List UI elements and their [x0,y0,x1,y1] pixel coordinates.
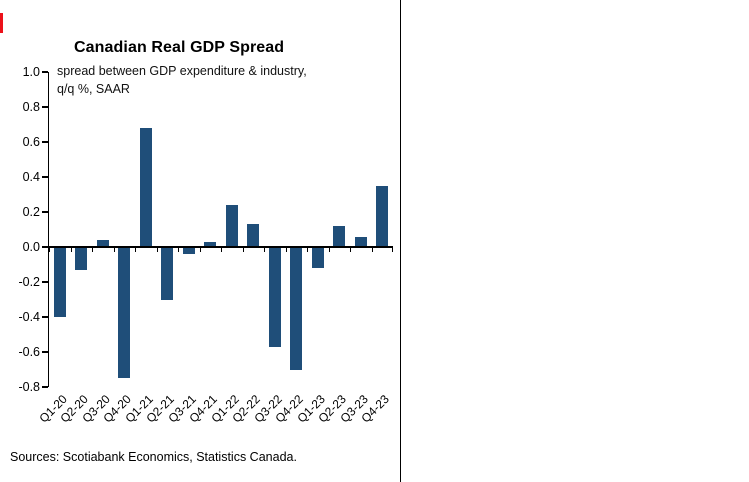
chart-title: Canadian Real GDP Spread [74,39,285,56]
x-axis-tick [392,247,393,252]
bar-q4-21 [204,241,217,247]
x-axis-tick [135,247,136,252]
chart-subtitle: spread between GDP expenditure & industr… [57,63,307,98]
y-axis-tick [41,386,48,388]
x-axis-tick [328,247,330,252]
y-axis-tick [41,316,48,318]
y-axis-label: 1.0 [22,65,40,79]
chart-subtitle-line2: q/q %, SAAR [57,81,130,96]
x-axis-tick [221,247,222,252]
bar-q1-20 [53,247,66,317]
bar-chart-plot-area: 1.0 0.8 0.6 0.4 0.2 0.0 -0.2 -0.4 -0.6 -0.8 Q1-20 Q… [18,65,393,425]
bar-q4-23 [376,185,389,247]
x-axis-tick [49,247,50,252]
x-axis-tick [350,247,351,252]
y-axis-label: -0.6 [18,345,40,359]
bar-q1-21 [139,128,152,247]
bar-q3-21 [182,247,195,254]
bar-q1-23 [311,247,324,268]
y-axis-tick [41,351,48,353]
x-axis-tick [156,247,158,252]
x-axis-tick [242,247,244,252]
zero-baseline [49,246,393,248]
bar-q4-22 [290,247,303,370]
y-axis-tick [41,211,48,213]
bar-q2-20 [75,247,88,270]
red-accent-rule [0,13,3,33]
x-axis-tick [264,247,265,252]
chart-subtitle-line1: spread between GDP expenditure & industr… [57,64,307,78]
source-attribution: Sources: Scotiabank Economics, Statistic… [10,450,297,464]
column-divider-line [400,0,401,482]
x-axis-tick [178,247,179,252]
y-axis-tick [41,71,48,73]
bar-q3-23 [354,236,367,247]
y-axis-tick [41,106,48,108]
bar-q3-22 [268,247,281,347]
y-axis-label: -0.2 [18,275,40,289]
bar-q2-22 [247,224,260,247]
y-axis-label: 0.4 [22,170,40,184]
x-axis-tick [307,247,308,252]
x-axis-tick [371,247,373,252]
x-axis-tick [92,247,93,252]
bar-q1-22 [225,205,238,247]
x-axis-tick [199,247,201,252]
x-axis-tick [285,247,287,252]
bar-q4-20 [118,247,131,379]
y-axis-label: 0.8 [22,100,40,114]
bar-q2-21 [161,247,174,300]
y-axis-label: 0.2 [22,205,40,219]
x-axis-tick [70,247,72,252]
y-axis-label: -0.8 [18,380,40,394]
y-axis-tick [41,141,48,143]
x-axis-tick [113,247,115,252]
y-axis-tick [41,176,48,178]
y-axis-label: 0.6 [22,135,40,149]
y-axis-label: -0.4 [18,310,40,324]
bar-q2-23 [333,226,346,247]
y-axis-label: 0.0 [22,240,40,254]
y-axis-tick [41,246,48,248]
y-axis-tick [41,281,48,283]
bar-q3-20 [96,240,109,247]
